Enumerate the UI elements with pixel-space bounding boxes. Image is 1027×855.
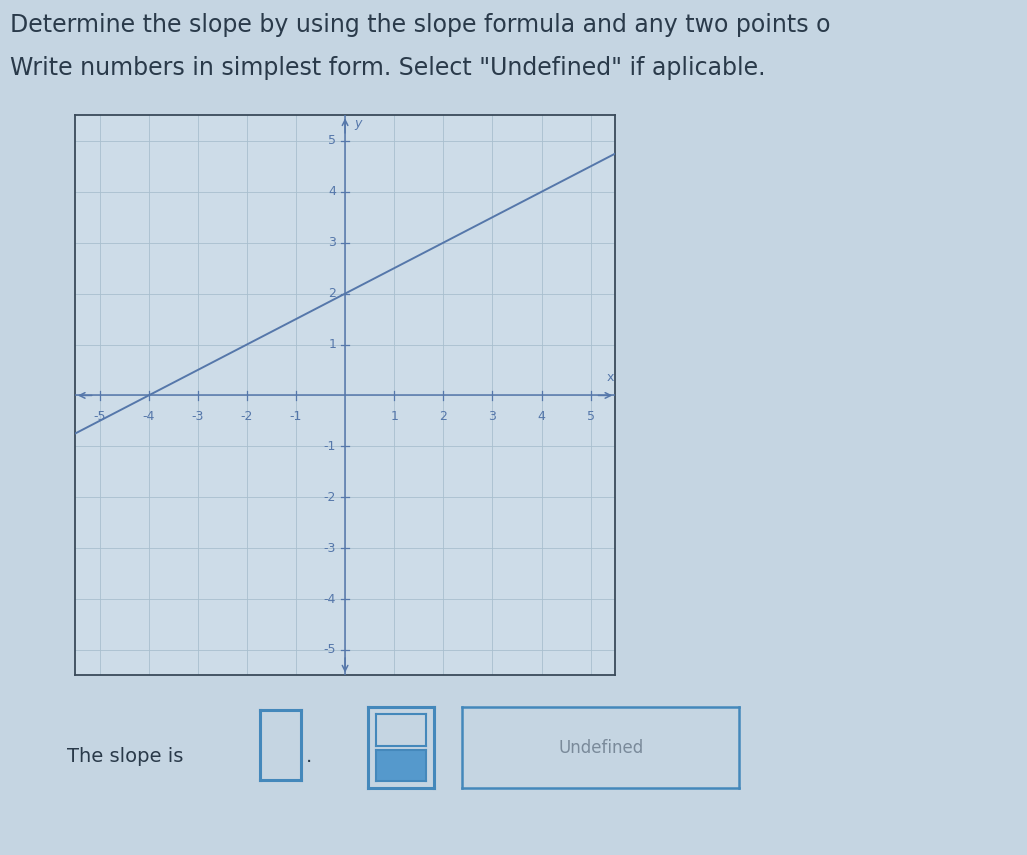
Text: 5: 5 bbox=[329, 134, 336, 147]
Text: 1: 1 bbox=[390, 410, 398, 422]
Text: Undefined: Undefined bbox=[558, 739, 644, 757]
Text: 2: 2 bbox=[440, 410, 447, 422]
Text: -3: -3 bbox=[324, 542, 336, 555]
Text: -2: -2 bbox=[324, 491, 336, 504]
Text: 1: 1 bbox=[329, 338, 336, 351]
Text: -4: -4 bbox=[143, 410, 155, 422]
Text: 3: 3 bbox=[489, 410, 496, 422]
Text: Determine the slope by using the slope formula and any two points o: Determine the slope by using the slope f… bbox=[10, 13, 831, 37]
Text: -4: -4 bbox=[324, 593, 336, 605]
Text: -3: -3 bbox=[192, 410, 204, 422]
Text: .: . bbox=[306, 747, 312, 766]
Text: -1: -1 bbox=[324, 439, 336, 453]
Text: 4: 4 bbox=[329, 186, 336, 198]
Text: The slope is: The slope is bbox=[67, 747, 183, 766]
Text: Write numbers in simplest form. Select "Undefined" if aplicable.: Write numbers in simplest form. Select "… bbox=[10, 56, 766, 80]
Text: 5: 5 bbox=[586, 410, 595, 422]
Text: x: x bbox=[607, 371, 614, 384]
Text: -5: -5 bbox=[324, 644, 336, 657]
Text: -2: -2 bbox=[240, 410, 253, 422]
Text: y: y bbox=[354, 116, 362, 130]
Text: -5: -5 bbox=[93, 410, 106, 422]
Text: -1: -1 bbox=[290, 410, 302, 422]
Text: 3: 3 bbox=[329, 236, 336, 249]
Text: 4: 4 bbox=[537, 410, 545, 422]
Text: 2: 2 bbox=[329, 287, 336, 300]
